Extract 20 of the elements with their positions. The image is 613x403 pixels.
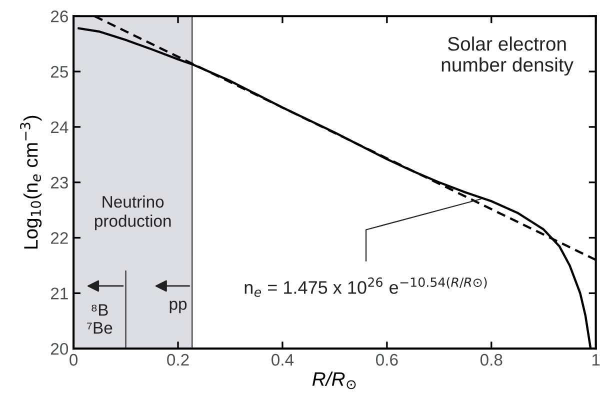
y-tick-label: 25 — [51, 66, 68, 78]
y-tick-label: 26 — [51, 10, 68, 22]
annotation: ⁸B ⁷Be — [87, 304, 112, 334]
y-tick-label: 21 — [51, 288, 68, 300]
x-tick-label: 0.4 — [272, 354, 294, 366]
x-tick-label: 0.8 — [480, 354, 502, 366]
x-tick-label: 1 — [592, 354, 600, 366]
y-tick-label: 23 — [51, 176, 68, 189]
band-label: Neutrino production — [95, 195, 171, 230]
y-axis-title: Log$_{10}$(n$_{e}$ cm$^{−3}$) — [20, 116, 42, 249]
y-tick-label: 20 — [51, 342, 68, 355]
y-tick-label: 24 — [51, 121, 68, 133]
x-tick-label: 0.6 — [376, 354, 398, 366]
y-tick-label: 22 — [51, 232, 68, 244]
annotation: Solar electron number density — [442, 36, 574, 76]
annotation: pp — [170, 300, 187, 314]
annotation: n$_{e}$ = 1.475 x 10$^{26}$ e$^{−10.54(R/R⊙)}$ — [244, 277, 487, 297]
x-tick-label: 0 — [70, 354, 78, 366]
x-tick-label: 0.2 — [167, 354, 189, 366]
x-axis-title: R/R$_{⊙}$ — [312, 372, 356, 390]
